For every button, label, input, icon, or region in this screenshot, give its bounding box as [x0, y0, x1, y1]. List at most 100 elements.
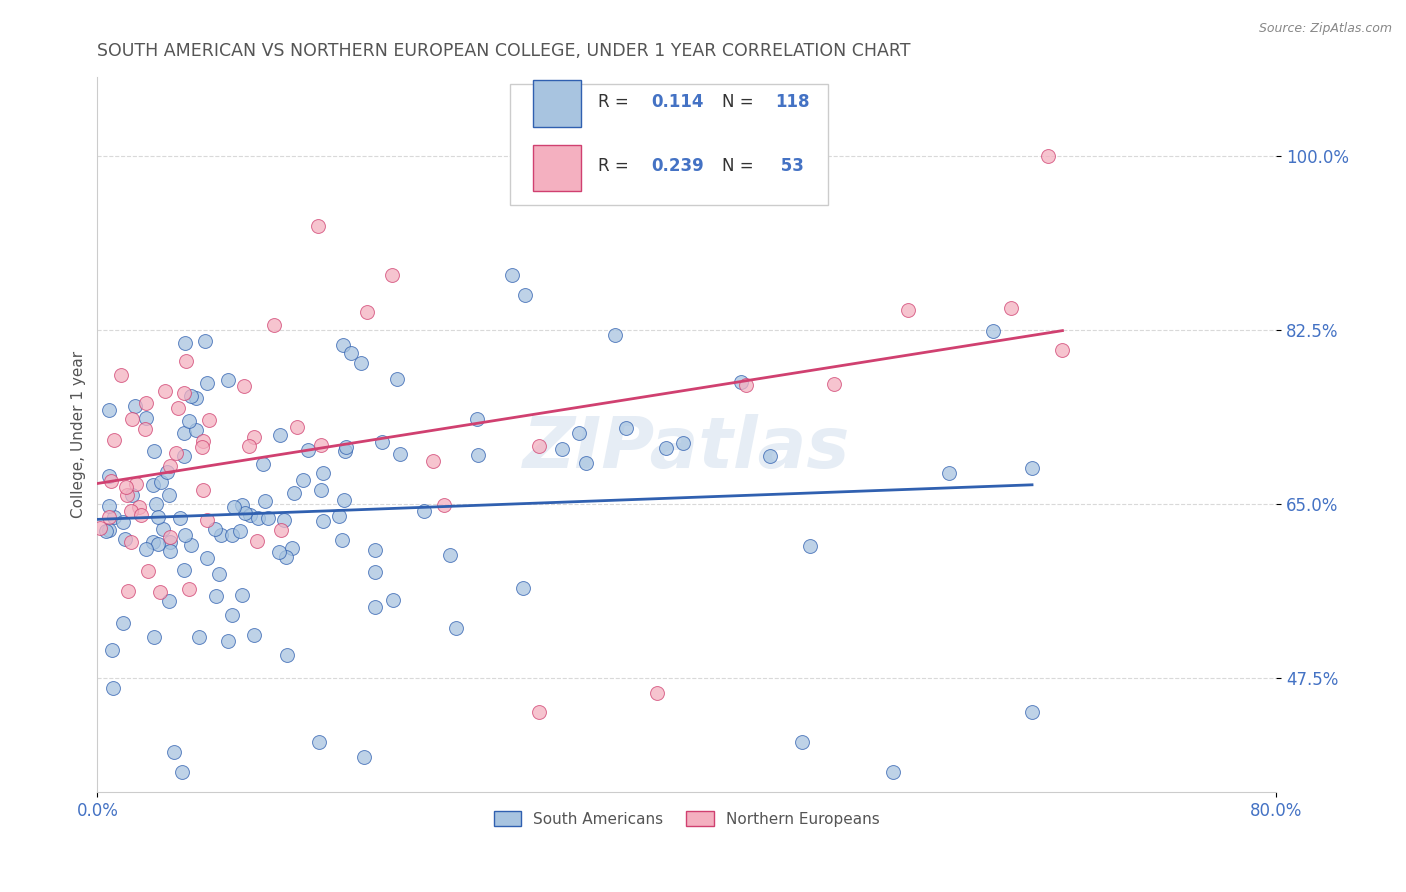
Point: [363, 600, 385, 615]
Point: [328, 509, 350, 524]
Point: [335, 440, 357, 454]
FancyBboxPatch shape: [533, 145, 581, 191]
Point: [353, 750, 375, 764]
Point: [238, 439, 260, 453]
Point: [162, 745, 184, 759]
Point: [1021, 460, 1043, 475]
Point: [191, 440, 214, 454]
Point: [143, 630, 166, 644]
Text: Source: ZipAtlas.com: Source: ZipAtlas.com: [1258, 22, 1392, 36]
Text: SOUTH AMERICAN VS NORTHERN EUROPEAN COLLEGE, UNDER 1 YEAR CORRELATION CHART: SOUTH AMERICAN VS NORTHERN EUROPEAN COLL…: [97, 42, 911, 60]
Point: [823, 376, 845, 391]
Point: [173, 425, 195, 440]
Point: [382, 593, 405, 607]
Point: [111, 616, 134, 631]
Point: [134, 422, 156, 436]
Point: [422, 453, 444, 467]
FancyBboxPatch shape: [533, 80, 581, 127]
Point: [233, 506, 256, 520]
Point: [180, 538, 202, 552]
Point: [98, 403, 121, 417]
Point: [205, 589, 228, 603]
FancyBboxPatch shape: [510, 84, 828, 205]
Point: [231, 588, 253, 602]
Point: [100, 474, 122, 488]
Point: [270, 523, 292, 537]
Point: [364, 542, 387, 557]
Point: [730, 375, 752, 389]
Point: [117, 584, 139, 599]
Point: [882, 765, 904, 780]
Point: [184, 423, 207, 437]
Point: [1052, 343, 1074, 358]
Point: [432, 498, 454, 512]
Point: [897, 303, 920, 318]
Point: [229, 524, 252, 539]
Point: [97, 499, 120, 513]
Text: 118: 118: [775, 93, 810, 111]
Point: [269, 545, 291, 559]
Point: [350, 356, 373, 370]
Point: [232, 379, 254, 393]
Point: [568, 425, 591, 440]
Point: [356, 305, 378, 319]
Point: [605, 327, 627, 342]
Point: [444, 621, 467, 635]
Point: [115, 480, 138, 494]
Point: [120, 504, 142, 518]
Legend: South Americans, Northern Europeans: South Americans, Northern Europeans: [486, 803, 887, 834]
Point: [672, 436, 695, 450]
Point: [575, 456, 598, 470]
Point: [209, 528, 232, 542]
Point: [120, 535, 142, 549]
Point: [467, 448, 489, 462]
Point: [655, 441, 678, 455]
Point: [110, 368, 132, 383]
Point: [173, 528, 195, 542]
Point: [103, 434, 125, 448]
Point: [135, 410, 157, 425]
Point: [439, 549, 461, 563]
Point: [273, 513, 295, 527]
Point: [135, 396, 157, 410]
Point: [231, 499, 253, 513]
Point: [117, 488, 139, 502]
Point: [165, 446, 187, 460]
Point: [252, 457, 274, 471]
Point: [101, 643, 124, 657]
Point: [146, 537, 169, 551]
Point: [515, 288, 537, 302]
Point: [790, 735, 813, 749]
Point: [381, 268, 404, 283]
Point: [512, 581, 534, 595]
Text: 53: 53: [775, 157, 804, 175]
Point: [142, 444, 165, 458]
Point: [501, 268, 523, 283]
Point: [177, 415, 200, 429]
Point: [257, 511, 280, 525]
Point: [149, 585, 172, 599]
Point: [111, 515, 134, 529]
Point: [128, 500, 150, 515]
Point: [157, 487, 180, 501]
Point: [413, 504, 436, 518]
Point: [198, 413, 221, 427]
Point: [799, 539, 821, 553]
Point: [465, 412, 488, 426]
Point: [142, 478, 165, 492]
Point: [172, 765, 194, 780]
Y-axis label: College, Under 1 year: College, Under 1 year: [72, 351, 86, 518]
Point: [221, 607, 243, 622]
Point: [97, 510, 120, 524]
Text: N =: N =: [723, 157, 759, 175]
Point: [385, 372, 408, 386]
Point: [283, 486, 305, 500]
Point: [758, 449, 780, 463]
Point: [204, 522, 226, 536]
Point: [309, 483, 332, 498]
Point: [159, 535, 181, 549]
Point: [333, 492, 356, 507]
Point: [146, 510, 169, 524]
Point: [291, 473, 314, 487]
Point: [938, 466, 960, 480]
